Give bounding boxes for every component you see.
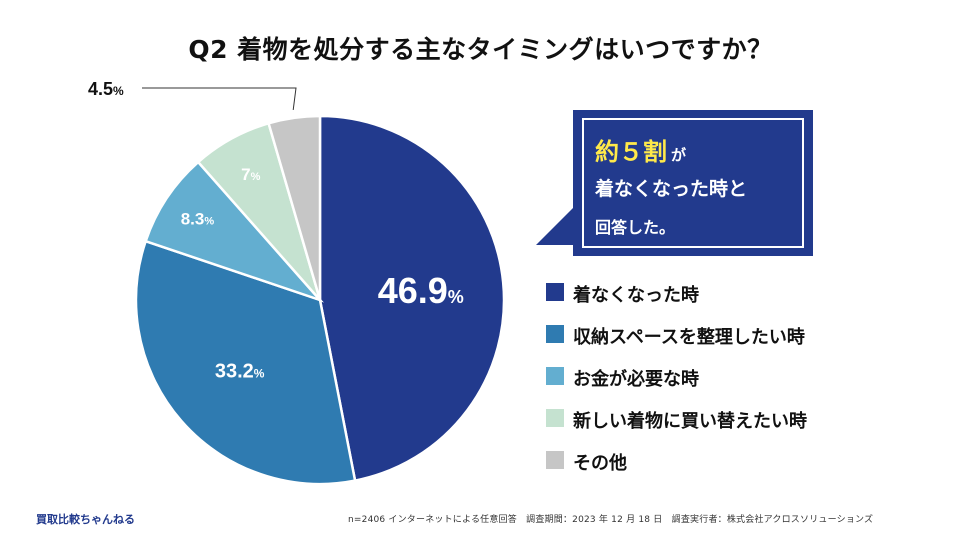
callout-line-3: 回答した。 — [595, 218, 676, 237]
brand-name: 買取比較ちゃんねる — [36, 513, 135, 526]
chart-title: Q2 着物を処分する主なタイミングはいつですか？ — [188, 35, 773, 64]
pie-slice-5 — [267, 114, 322, 301]
legend-swatch-3 — [546, 367, 564, 385]
callout-border — [582, 118, 804, 248]
callout-line-2: 着なくなった時と — [595, 178, 748, 200]
legend-swatch-5 — [546, 451, 564, 469]
legend-swatch-4 — [546, 409, 564, 427]
legend-label-4: 新しい着物に買い替えたい時 — [573, 411, 807, 432]
pie-slice-3 — [144, 160, 325, 303]
legend-label-3: お金が必要な時 — [573, 369, 699, 390]
legend-swatch-1 — [546, 283, 564, 301]
pie-label-5: 4.5% — [88, 79, 124, 99]
callout-highlight: 約５割 — [595, 138, 667, 166]
legend-label-2: 収納スペースを整理したい時 — [573, 327, 805, 348]
callout-tail — [536, 205, 576, 245]
pie-slice-2 — [134, 239, 357, 486]
callout-particle: が — [671, 146, 687, 164]
pie-label-1: 46.9% — [378, 270, 464, 311]
pie-label-4: 7% — [241, 165, 260, 184]
survey-note: n=2406 インターネットによる任意回答 調査期間：2023 年 12 月 1… — [348, 515, 874, 525]
callout-line-1: 約５割が — [595, 132, 686, 167]
legend-label-5: その他 — [573, 453, 627, 474]
legend-swatch-2 — [546, 325, 564, 343]
legend-label-1: 着なくなった時 — [573, 285, 699, 306]
pie-leader-line-5 — [142, 87, 297, 110]
pie-label-2: 33.2% — [215, 360, 265, 382]
callout-box: 約５割が 着なくなった時と 回答した。 — [573, 110, 813, 256]
pie-label-3: 8.3% — [181, 209, 215, 228]
pie-slice-1 — [318, 114, 506, 483]
